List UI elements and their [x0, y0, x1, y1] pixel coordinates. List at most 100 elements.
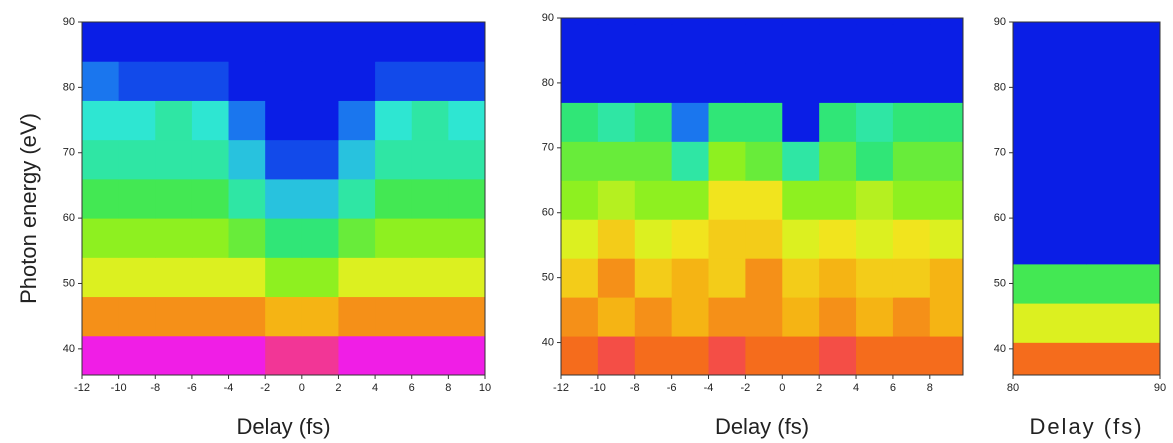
heat-cell — [819, 141, 857, 181]
heat-cell — [819, 102, 857, 142]
heat-cell — [338, 100, 376, 141]
heat-cell — [708, 141, 746, 181]
heat-cell — [82, 61, 120, 101]
y-tick-label: 50 — [994, 277, 1006, 289]
x-tick-label: 8 — [927, 382, 933, 394]
heat-cell — [856, 63, 894, 103]
y-tick-label: 80 — [63, 81, 75, 93]
heat-cell — [561, 336, 599, 375]
heat-cell — [597, 297, 636, 337]
heat-cell — [155, 335, 193, 375]
heat-cell — [82, 178, 120, 219]
heat-cell — [448, 257, 485, 298]
heat-cell — [155, 22, 193, 62]
heat-cell — [929, 258, 963, 298]
heat-cell — [708, 24, 746, 64]
heat-cell — [782, 336, 820, 375]
heat-cell — [265, 100, 303, 141]
heat-cell — [375, 139, 413, 180]
x-tick-label: 6 — [890, 382, 896, 394]
x-tick-label: 90 — [1154, 382, 1166, 394]
heat-cell — [118, 139, 156, 180]
heat-cell — [265, 335, 303, 375]
x-tick-label: -8 — [150, 382, 160, 394]
heat-cell — [782, 219, 820, 259]
heat-cell — [448, 61, 485, 101]
heat-cell — [301, 218, 339, 258]
heat-cell — [1086, 224, 1160, 265]
heat-cell — [82, 218, 120, 258]
heat-cell — [597, 219, 636, 259]
y-tick-label: 80 — [542, 77, 554, 89]
heat-cell — [1086, 106, 1160, 147]
heat-cell — [597, 141, 636, 181]
plot-frame — [1012, 21, 1161, 376]
x-tick-label: -12 — [553, 382, 569, 394]
heat-cell — [375, 218, 413, 258]
heat-cell — [82, 335, 120, 375]
heat-cell — [671, 258, 710, 298]
heat-cell — [1013, 263, 1087, 304]
x-tick-label: -8 — [630, 382, 640, 394]
heat-cell — [1013, 185, 1087, 226]
heat-cell — [634, 297, 673, 337]
plot-area — [1013, 22, 1160, 375]
heat-cell — [228, 178, 266, 219]
heat-cell — [819, 24, 857, 64]
heat-cell — [1013, 67, 1087, 108]
heat-cell — [782, 297, 820, 337]
x-tick-label: -6 — [187, 382, 197, 394]
heat-cell — [929, 180, 963, 220]
heat-cell — [411, 22, 449, 62]
heat-cell — [561, 219, 599, 259]
heat-cell — [708, 180, 746, 220]
heat-cell — [228, 61, 266, 101]
heat-cell — [929, 141, 963, 181]
x-tick-label: 10 — [479, 382, 491, 394]
heat-cell — [708, 336, 746, 375]
heat-cell — [597, 336, 636, 375]
heat-cell — [1086, 146, 1160, 186]
heat-cell — [1086, 185, 1160, 226]
heat-cell — [155, 61, 193, 101]
heat-cell — [856, 102, 894, 142]
heat-cell — [856, 258, 894, 298]
heat-cell — [228, 22, 266, 62]
heat-cell — [191, 257, 230, 298]
y-tick-label: 70 — [63, 147, 75, 159]
heat-cell — [856, 180, 894, 220]
heat-cell — [411, 335, 449, 375]
y-tick-label: 60 — [63, 212, 75, 224]
heat-cell — [561, 297, 599, 337]
heat-cell — [375, 61, 413, 101]
heat-cell — [745, 219, 783, 259]
heat-cell — [118, 178, 156, 219]
heat-cell — [671, 219, 710, 259]
heat-cell — [338, 139, 376, 180]
heat-cell — [671, 63, 710, 103]
heat-cell — [118, 100, 156, 141]
x-axis-title: Delay (fs) — [1029, 414, 1143, 439]
heat-cell — [782, 63, 820, 103]
heat-cell — [856, 24, 894, 64]
heat-cell — [782, 24, 820, 64]
heat-cell — [82, 22, 120, 62]
heat-cell — [191, 139, 230, 180]
heat-cell — [301, 61, 339, 101]
heat-cell — [929, 24, 963, 64]
heat-cell — [597, 258, 636, 298]
y-axis-title: Photon energy (eV) — [16, 113, 41, 304]
heat-cell — [671, 297, 710, 337]
heat-cell — [191, 100, 230, 141]
heat-cell — [892, 297, 931, 337]
heat-cell — [1013, 146, 1087, 186]
heat-cell — [745, 63, 783, 103]
heat-cell — [634, 63, 673, 103]
heat-cell — [118, 335, 156, 375]
heat-cell — [118, 296, 156, 337]
y-tick-label: 70 — [994, 147, 1006, 159]
heat-cell — [448, 218, 485, 258]
x-tick-label: 2 — [816, 382, 822, 394]
heat-cell — [155, 296, 193, 337]
